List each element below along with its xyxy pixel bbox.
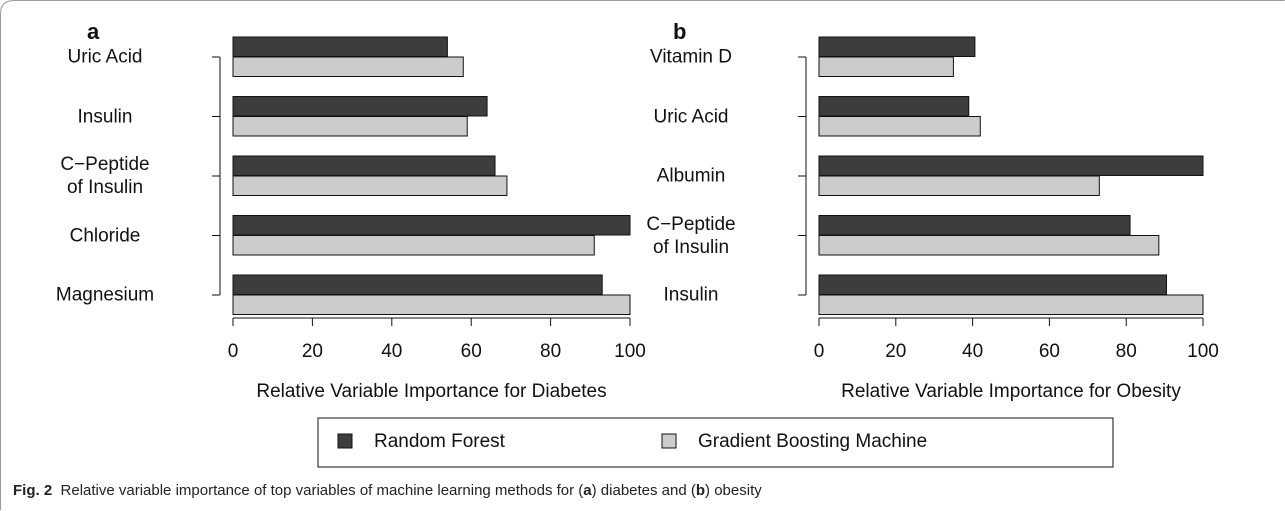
y-tick-label: Vitamin D — [649, 46, 732, 68]
y-tick-label: Albumin — [656, 165, 726, 187]
caption-text: ) diabetes and ( — [591, 482, 696, 499]
bar — [818, 96, 970, 117]
legend-swatch — [337, 433, 353, 449]
bar — [818, 155, 1204, 176]
x-tick-label: 20 — [885, 341, 906, 362]
bar — [818, 294, 1204, 315]
x-axis-label: Relative Variable Importance for Diabete… — [256, 381, 606, 402]
x-axis-label: Relative Variable Importance for Obesity — [841, 381, 1181, 402]
x-tick-label: 0 — [814, 341, 825, 362]
x-tick-label: 100 — [1187, 341, 1219, 362]
y-tick-label: C−Peptide of Insulin — [646, 213, 736, 258]
panel-label: b — [673, 19, 686, 44]
bar — [232, 36, 448, 57]
bar — [818, 215, 1131, 236]
y-tick-label: Uric Acid — [67, 46, 143, 68]
x-tick-label: 40 — [381, 341, 402, 362]
legend-swatch — [661, 433, 677, 449]
bar — [818, 274, 1168, 295]
y-tick-label: Insulin — [663, 284, 719, 306]
bar — [818, 36, 976, 57]
bar — [818, 56, 954, 77]
bar — [232, 274, 603, 295]
x-tick-label: 60 — [461, 341, 482, 362]
bar — [232, 294, 631, 315]
y-tick-label: Insulin — [77, 106, 133, 127]
x-tick-label: 20 — [302, 341, 323, 362]
bar — [818, 175, 1100, 196]
bar — [818, 116, 981, 137]
x-tick-label: 0 — [228, 341, 239, 362]
y-tick-label: C−Peptide of Insulin — [60, 154, 150, 198]
y-tick-label: Uric Acid — [653, 106, 729, 127]
x-tick-label: 100 — [614, 341, 646, 362]
x-tick-label: 40 — [962, 341, 983, 362]
bar — [232, 155, 496, 176]
y-tick-label: Magnesium — [55, 284, 155, 306]
bar — [232, 96, 488, 117]
bar — [232, 116, 468, 137]
legend-box — [317, 417, 1114, 468]
x-tick-label: 80 — [1116, 341, 1137, 362]
caption-text: Relative variable importance of top vari… — [60, 482, 584, 499]
bar — [818, 235, 1160, 256]
legend-label: Gradient Boosting Machine — [698, 431, 927, 452]
bar — [232, 215, 631, 236]
y-tick-label: Chloride — [69, 225, 141, 246]
caption: Fig. 2 Relative variable importance of t… — [13, 482, 762, 499]
panel-label: a — [87, 19, 100, 44]
x-tick-label: 80 — [540, 341, 561, 362]
caption-text: ) obesity — [705, 482, 762, 499]
caption-text: a — [583, 482, 592, 499]
caption-label: Fig. 2 — [13, 482, 53, 499]
bar — [232, 235, 595, 256]
caption-text: b — [695, 482, 706, 499]
legend-label: Random Forest — [374, 431, 506, 452]
x-tick-label: 60 — [1039, 341, 1060, 362]
bar — [232, 56, 464, 77]
bar — [232, 175, 508, 196]
